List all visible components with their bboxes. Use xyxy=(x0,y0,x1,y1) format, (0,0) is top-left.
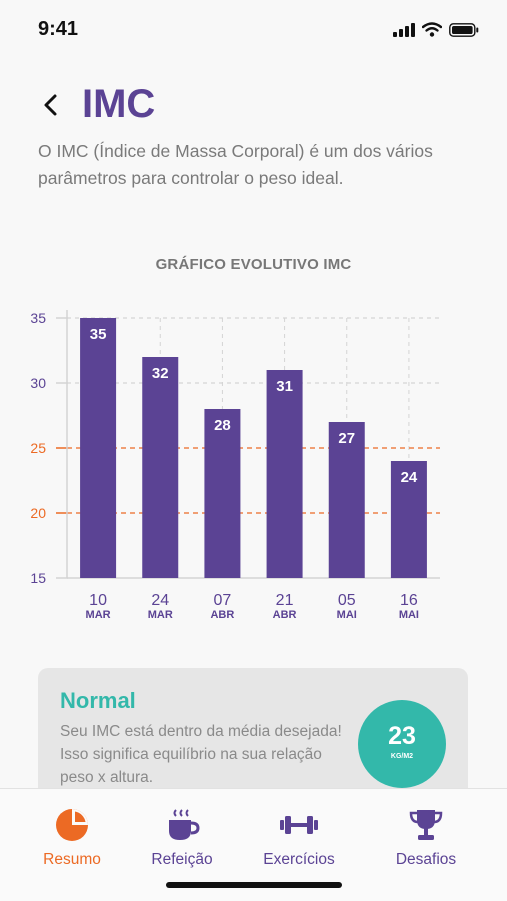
bar xyxy=(142,357,179,578)
x-tick-month: MAI xyxy=(399,609,419,621)
imc-value-badge: 23 KG/M2 xyxy=(358,700,446,788)
tab-desafios-label: Desafios xyxy=(395,851,457,868)
bar-value-label: 35 xyxy=(90,326,107,343)
wifi-icon xyxy=(422,22,442,37)
imc-value: 23 xyxy=(388,722,416,750)
tab-exercicios[interactable]: Exercícios xyxy=(239,807,359,869)
x-tick-month: MAR xyxy=(86,609,111,621)
bar xyxy=(328,422,365,578)
battery-icon xyxy=(449,22,479,37)
bar-value-label: 31 xyxy=(276,378,293,395)
imc-bar-chart: 15202530353510MAR3224MAR2807ABR3121ABR27… xyxy=(30,310,440,621)
back-arrow-icon[interactable] xyxy=(40,90,64,120)
y-tick-label: 20 xyxy=(30,505,46,521)
x-tick-month: ABR xyxy=(210,609,234,621)
x-tick-month: MAR xyxy=(148,609,173,621)
x-tick-day: 21 xyxy=(276,592,294,609)
signal-icon xyxy=(393,22,415,37)
bar xyxy=(204,409,241,578)
tab-refeicao-label: Refeição xyxy=(151,851,213,868)
coffee-cup-icon xyxy=(169,809,200,840)
y-tick-label: 35 xyxy=(30,310,46,326)
x-tick-month: ABR xyxy=(273,609,297,621)
result-card: Normal Seu IMC está dentro da média dese… xyxy=(38,668,468,808)
tab-refeicao[interactable]: Refeição xyxy=(122,807,242,869)
dumbbell-icon xyxy=(280,816,318,834)
home-indicator xyxy=(166,882,342,888)
result-description: Seu IMC está dentro da média desejada! I… xyxy=(60,723,342,786)
y-tick-label: 30 xyxy=(30,375,46,391)
bar-value-label: 28 xyxy=(214,417,231,434)
x-tick-month: MAI xyxy=(337,609,357,621)
imc-unit: KG/M2 xyxy=(390,753,414,760)
bar-value-label: 27 xyxy=(338,430,355,447)
x-tick-day: 24 xyxy=(151,592,169,609)
chart-title: GRÁFICO EVOLUTIVO IMC xyxy=(155,256,352,273)
page-title: IMC xyxy=(82,82,156,126)
tab-exercicios-label: Exercícios xyxy=(263,851,335,868)
tab-resumo-label: Resumo xyxy=(43,851,101,868)
status-time: 9:41 xyxy=(38,18,79,40)
bar xyxy=(80,318,117,578)
x-tick-day: 16 xyxy=(400,592,418,609)
tab-desafios[interactable]: Desafios xyxy=(366,807,486,869)
bar xyxy=(266,370,303,578)
page-description: O IMC (Índice de Massa Corporal) é um do… xyxy=(38,141,433,188)
bar-value-label: 24 xyxy=(401,469,418,486)
trophy-icon xyxy=(409,810,443,840)
x-tick-day: 05 xyxy=(338,592,356,609)
result-status-title: Normal xyxy=(60,688,136,713)
bar-value-label: 32 xyxy=(152,365,169,382)
x-tick-day: 07 xyxy=(214,592,232,609)
y-tick-label: 15 xyxy=(30,570,46,586)
bar xyxy=(390,461,427,578)
status-bar: 9:41 xyxy=(0,0,507,60)
tab-resumo[interactable]: Resumo xyxy=(12,807,132,869)
pie-chart-icon xyxy=(56,809,88,841)
x-tick-day: 10 xyxy=(89,592,107,609)
y-tick-label: 25 xyxy=(30,440,46,456)
